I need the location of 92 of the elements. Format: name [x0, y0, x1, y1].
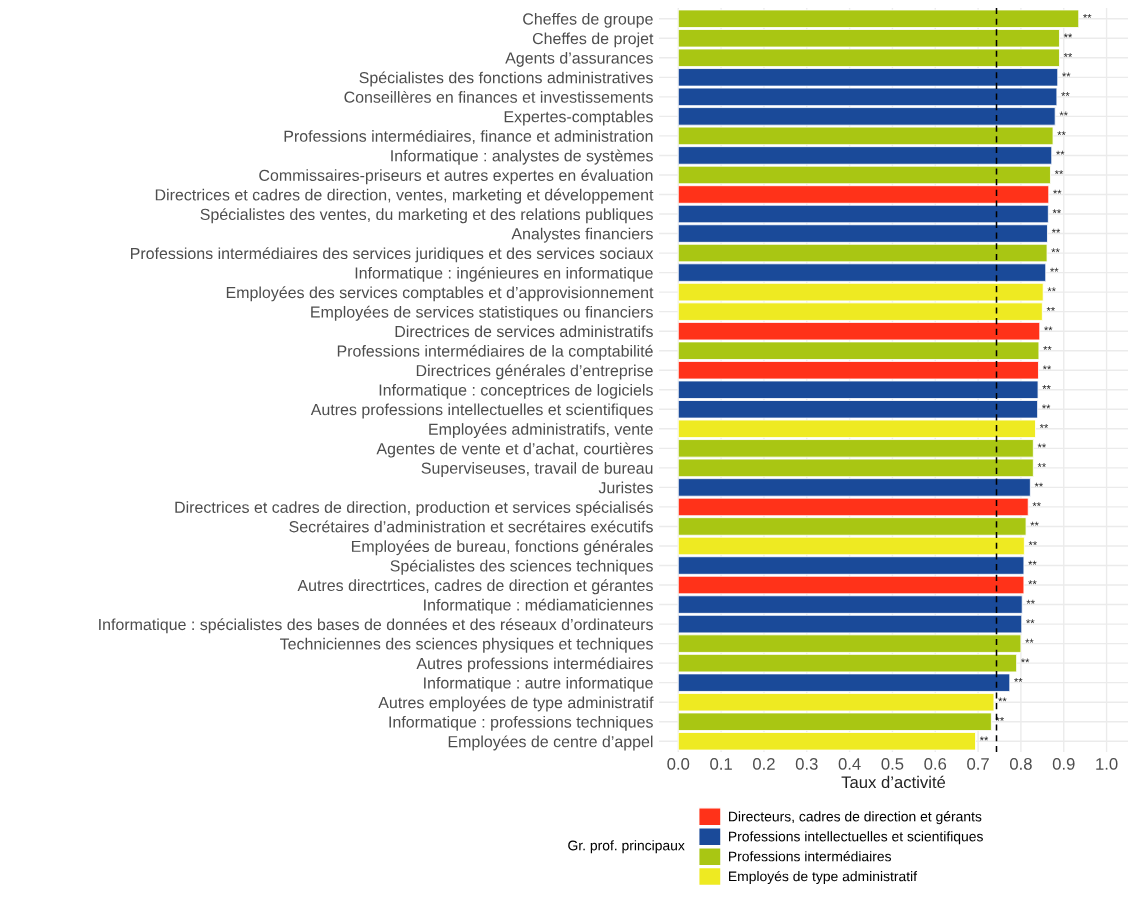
- data-label: **: [1050, 267, 1059, 272]
- data-label: **: [1059, 111, 1068, 116]
- y-tick-label: Employées administratifs, vente: [429, 422, 653, 439]
- y-tick-label: Secrétaires d’administration et secrétaires exécutifs: [289, 520, 653, 533]
- y-tick-label: Professions intermédiaires de la comptabilité: [337, 344, 653, 360]
- data-label: **: [1026, 619, 1035, 624]
- y-tick-label: Informatique : médiamaticiennes: [424, 598, 653, 614]
- y-tick-label: Agents d’assurances: [505, 52, 653, 67]
- y-tick-label: Conseillères en finances et investissements: [344, 90, 653, 103]
- data-label: **: [1020, 658, 1030, 663]
- data-label: **: [998, 697, 1007, 702]
- x-axis-title: Taux d’activité: [841, 775, 946, 789]
- data-label: **: [1025, 638, 1034, 643]
- data-label: **: [1032, 502, 1041, 507]
- data-label: **: [1037, 463, 1046, 467]
- data-label: **: [1041, 404, 1051, 409]
- y-tick-label: Analystes financiers: [511, 227, 653, 243]
- data-label: **: [1051, 228, 1061, 233]
- legend-label: Professions intellectuelles et scientifiques: [729, 831, 983, 845]
- y-tick-label: Professions intermédiaires, finance et administration: [284, 129, 653, 144]
- y-tick-label: Employées de centre d’appel: [448, 735, 653, 751]
- x-tick-label: 0.8: [1009, 758, 1032, 770]
- y-tick-label: Employées de bureau, fonctions générales: [352, 540, 653, 556]
- data-label: **: [1026, 599, 1035, 604]
- y-tick-label: Directrices générales d’entreprise: [416, 364, 653, 380]
- y-tick-label: Techniciennes des sciences physiques et techniques: [280, 637, 653, 653]
- data-label: **: [1042, 365, 1052, 370]
- x-tick-label: 0.7: [967, 758, 989, 770]
- data-label: **: [1083, 13, 1092, 18]
- y-tick-label: Directrices et cadres de direction, production et services spécialisés: [175, 501, 653, 517]
- y-tick-label: Autres employées de type administratif: [378, 696, 654, 712]
- x-tick-label: 0.5: [881, 758, 904, 770]
- y-tick-label: Expertes-comptables: [504, 110, 653, 126]
- data-label: **: [979, 736, 989, 741]
- legend-title: Gr. prof. principaux: [568, 840, 685, 854]
- y-tick-label: Informatique : conceptrices de logiciels: [379, 383, 653, 399]
- data-label: **: [1014, 677, 1023, 682]
- data-label: **: [1053, 189, 1062, 194]
- y-tick-label: Employées des services comptables et d’approvisionnement: [226, 286, 654, 302]
- data-label: **: [1034, 482, 1043, 487]
- data-label: **: [1042, 384, 1051, 389]
- data-label: **: [1030, 521, 1039, 526]
- y-tick-label: Autres directrtices, cadres de direction et gérantes: [297, 579, 653, 595]
- x-tick-label: 0.3: [795, 758, 818, 770]
- y-tick-label: Informatique : professions techniques: [389, 715, 653, 731]
- data-label: **: [1061, 92, 1070, 96]
- data-label: **: [1028, 560, 1037, 565]
- data-label: **: [1046, 306, 1055, 311]
- data-label: **: [1043, 345, 1052, 350]
- y-tick-label: Juristes: [598, 481, 653, 494]
- y-tick-label: Autres professions intermédiaires: [416, 657, 653, 673]
- y-tick-label: Autres professions intellectuelles et scientifiques: [310, 403, 653, 419]
- data-label: **: [1057, 131, 1066, 136]
- data-label: **: [1062, 72, 1071, 77]
- y-tick-label: Cheffes de groupe: [523, 12, 653, 28]
- x-tick-label: 0.4: [838, 758, 861, 770]
- y-tick-label: Superviseuses, travail de bureau: [421, 462, 653, 477]
- x-tick-label: 0.9: [1052, 758, 1075, 770]
- data-label: **: [1028, 541, 1037, 546]
- y-tick-label: Informatique : ingénieures en informatique: [355, 266, 653, 282]
- data-label: **: [1044, 326, 1053, 331]
- data-label: **: [1054, 170, 1064, 175]
- x-tick-label: 0.1: [710, 758, 732, 770]
- x-tick-label: 0.0: [667, 758, 690, 770]
- x-tick-label: 0.6: [924, 758, 947, 770]
- x-tick-label: 0.2: [753, 758, 775, 770]
- legend-label: Directeurs, cadres de direction et gérants: [729, 811, 982, 825]
- y-tick-label: Professions intermédiaires des services juridiques et des services sociaux: [131, 247, 654, 263]
- data-label: **: [1028, 580, 1037, 585]
- y-tick-label: Spécialistes des fonctions administratives: [359, 71, 653, 87]
- y-tick-label: Commissaires-priseurs et autres expertes en évaluation: [259, 169, 653, 185]
- data-label: **: [1052, 209, 1061, 214]
- legend-label: Professions intermédiaires: [729, 850, 892, 862]
- y-tick-label: Cheffes de projet: [532, 32, 654, 48]
- y-tick-label: Informatique : analystes de systèmes: [391, 149, 653, 165]
- y-tick-label: Spécialistes des sciences techniques: [390, 559, 653, 575]
- y-tick-label: Spécialistes des ventes, du marketing et des relations publiques: [200, 208, 653, 224]
- y-tick-label: Informatique : spécialistes des bases de données et des réseaux d’ordinateurs: [99, 618, 653, 634]
- data-label: **: [1047, 287, 1056, 292]
- legend-label: Employés de type administratif: [729, 870, 918, 885]
- y-tick-label: Directrices et cadres de direction, ventes, marketing et développement: [155, 188, 654, 204]
- y-tick-label: Directrices de services administratifs: [395, 325, 653, 338]
- data-label: **: [1063, 33, 1073, 38]
- data-label: **: [1056, 150, 1065, 155]
- y-tick-label: Informatique : autre informatique: [424, 676, 653, 692]
- y-tick-label: Agentes de vente et d’achat, courtières: [376, 442, 653, 458]
- data-label: **: [1037, 443, 1046, 448]
- data-label: **: [1039, 424, 1049, 428]
- y-tick-label: Employées de services statistiques ou financiers: [311, 305, 653, 321]
- data-label: **: [1051, 248, 1060, 253]
- data-label: **: [1063, 53, 1073, 57]
- x-tick-label: 1.0: [1096, 758, 1118, 770]
